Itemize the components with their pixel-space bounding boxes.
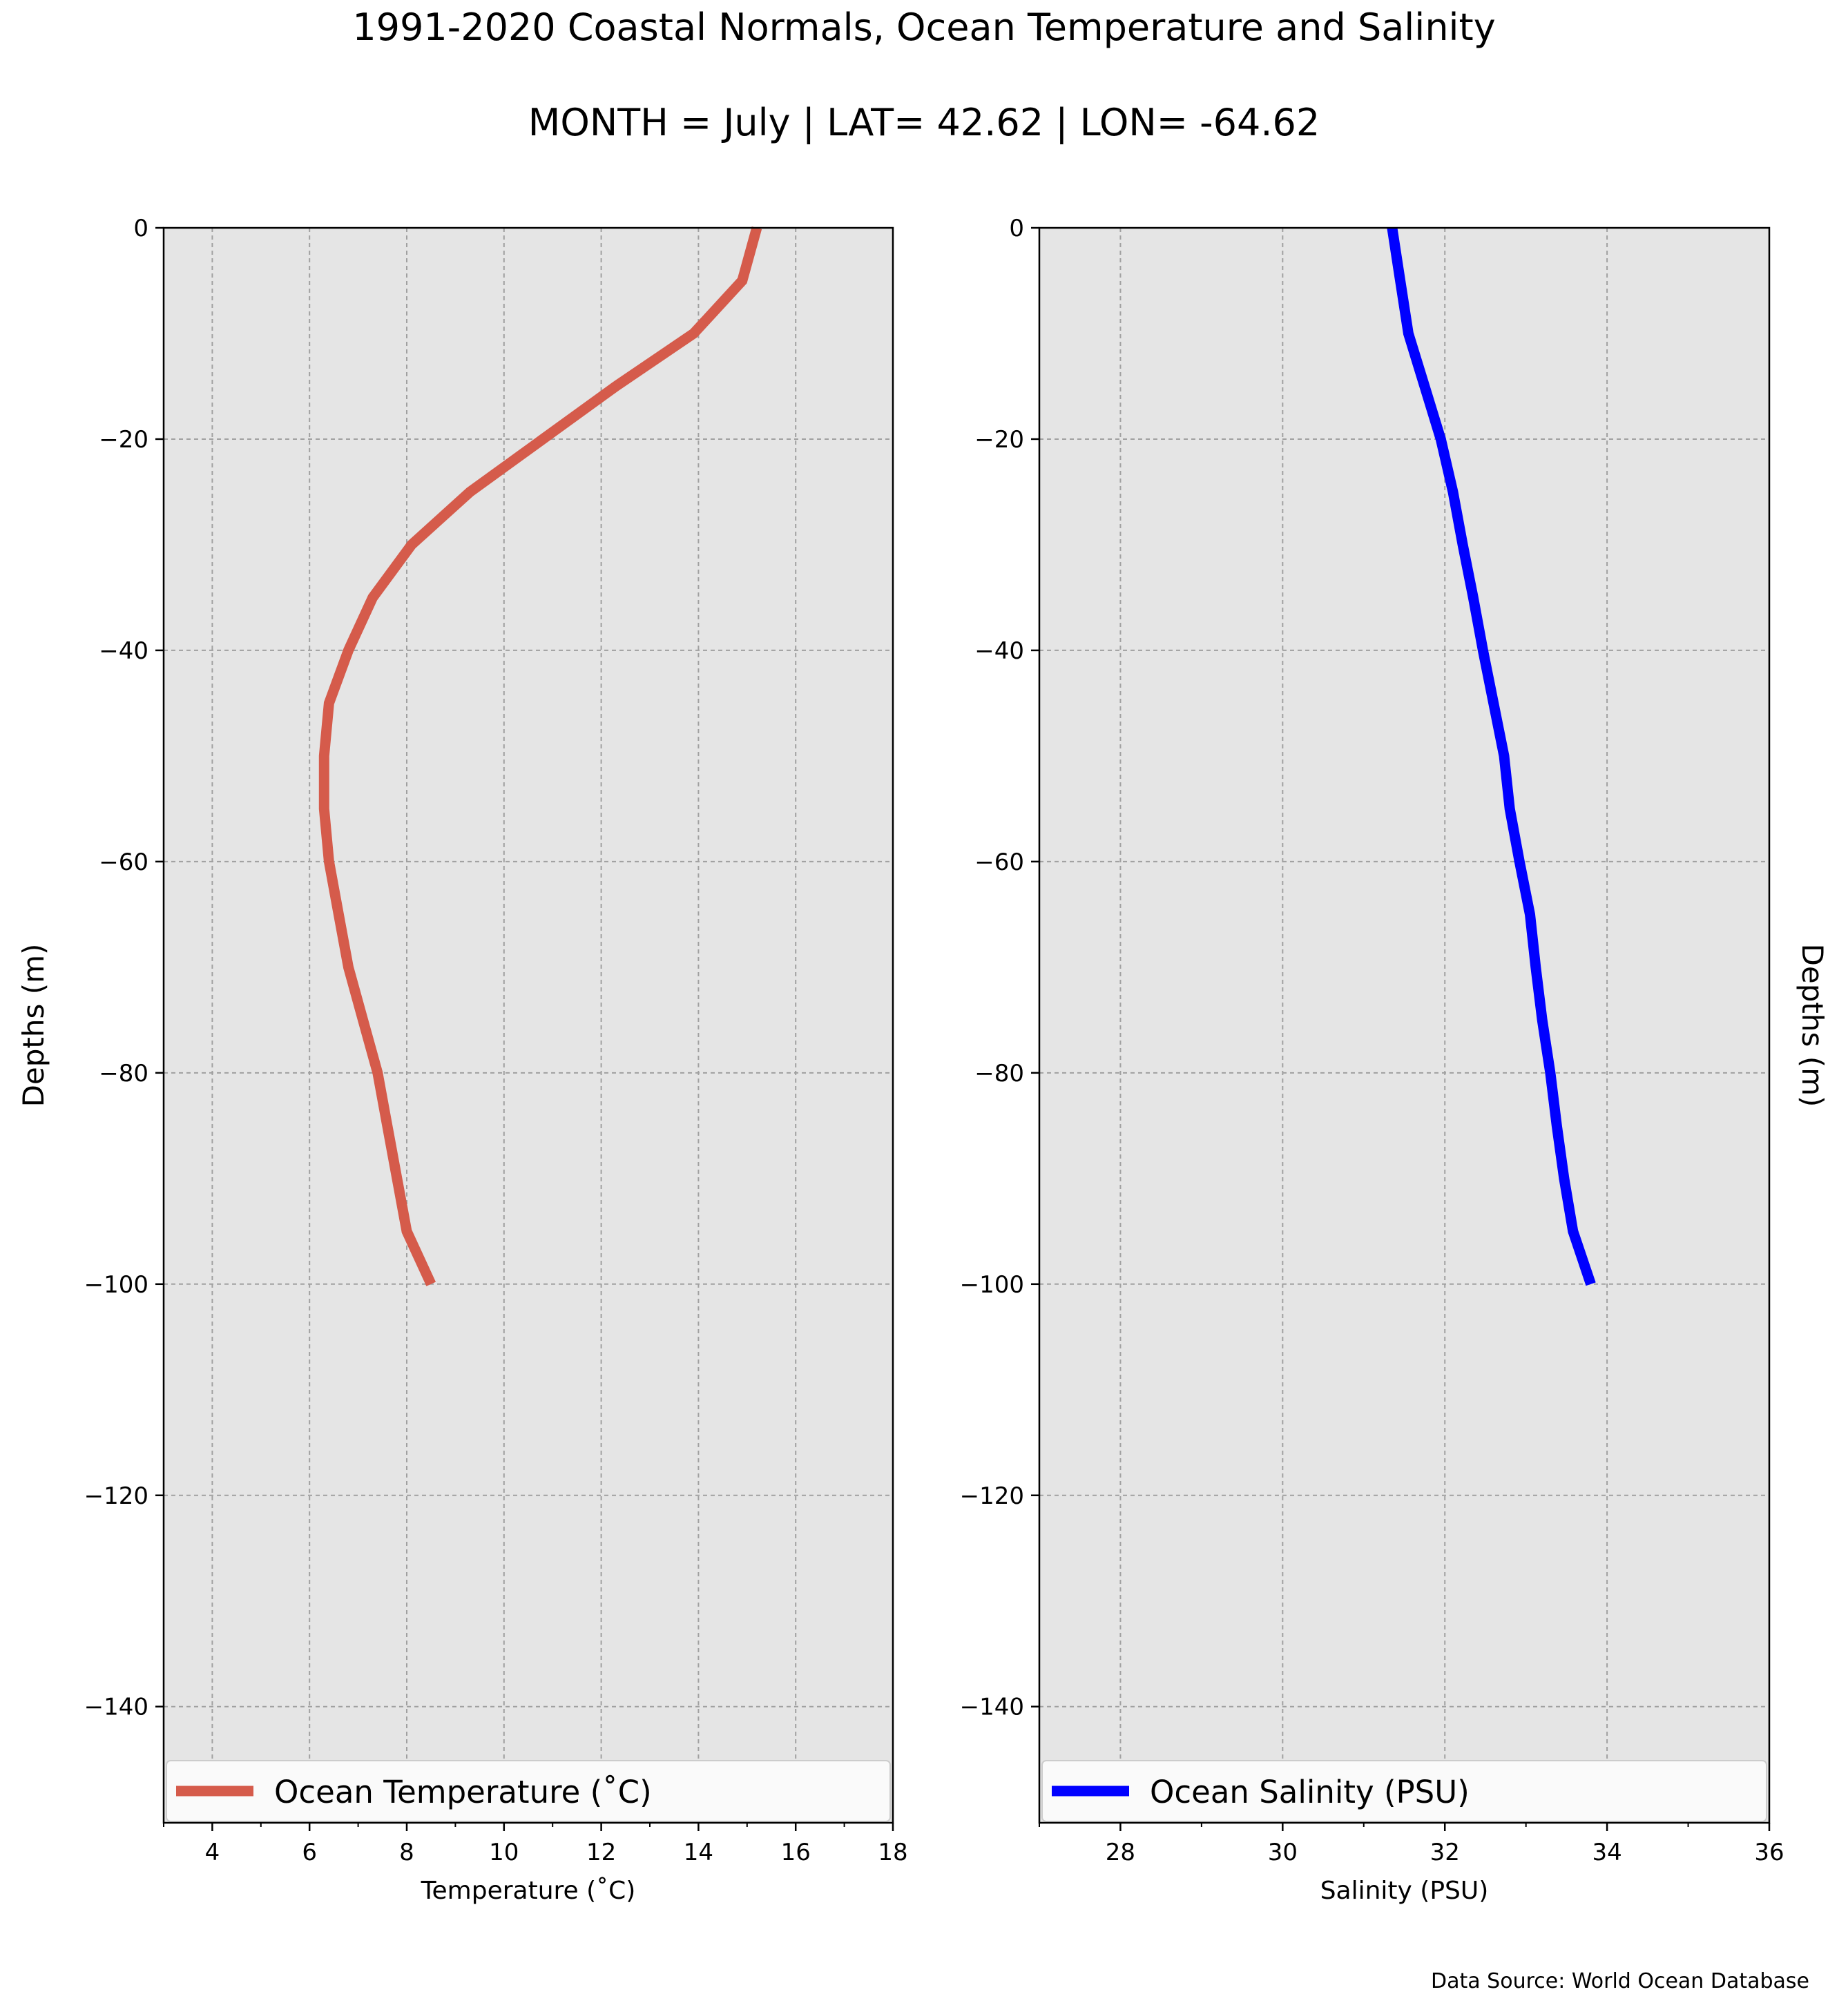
- x-tick-label: 4: [205, 1839, 220, 1866]
- x-tick-label: 6: [302, 1839, 317, 1866]
- temperature-series-line: [318, 226, 762, 1286]
- y-tick-label: −140: [84, 1694, 148, 1721]
- y-tick-label: −80: [99, 1060, 148, 1087]
- legend: Ocean Temperature (˚C): [166, 1760, 891, 1822]
- legend: Ocean Salinity (PSU): [1041, 1760, 1767, 1822]
- y-tick-label: −100: [960, 1271, 1024, 1299]
- x-tick-label: 36: [1754, 1839, 1784, 1866]
- y-tick-label: −80: [974, 1060, 1024, 1087]
- y-tick-label: −40: [99, 637, 148, 665]
- y-tick-label: −60: [99, 849, 148, 876]
- salinity-panel: Ocean Salinity (PSU) 0 −20 −40 −60 −80 −100 −12…: [960, 215, 1829, 1905]
- salinity-series-line: [1387, 226, 1596, 1286]
- y-tick-label: −120: [84, 1482, 148, 1510]
- y-tick-label: −140: [960, 1694, 1024, 1721]
- y-tick-label: −100: [84, 1271, 148, 1299]
- y-tick-label: −40: [974, 637, 1024, 665]
- x-tick-label: 10: [489, 1839, 519, 1866]
- temperature-panel: Ocean Temperature (˚C) 0 −20 −40 −60 −80 −100 −…: [17, 215, 908, 1905]
- x-tick-label: 14: [684, 1839, 713, 1866]
- plot-area: [1039, 228, 1769, 1823]
- legend-box: [166, 1760, 891, 1822]
- x-tick-label: 30: [1268, 1839, 1298, 1866]
- x-tick-label: 34: [1592, 1839, 1621, 1866]
- axes-frame: [1038, 226, 1771, 1824]
- y-tick-label: −20: [99, 426, 148, 454]
- y-axis-label: Depths (m): [1796, 944, 1829, 1107]
- source-note: Data Source: World Ocean Database: [1431, 1969, 1809, 1993]
- x-tick-label: 8: [399, 1839, 414, 1866]
- chart-title: 1991-2020 Coastal Normals, Ocean Tempera…: [352, 6, 1495, 49]
- y-axis-label: Depths (m): [17, 944, 50, 1107]
- chart-subtitle: MONTH = July | LAT= 42.62 | LON= -64.62: [528, 101, 1320, 144]
- x-tick-label: 28: [1106, 1839, 1135, 1866]
- legend-label: Ocean Temperature (˚C): [274, 1774, 652, 1810]
- y-tick-label: 0: [133, 215, 148, 242]
- legend-label: Ocean Salinity (PSU): [1150, 1774, 1470, 1810]
- axes-frame: [162, 226, 894, 1824]
- x-tick-label: 32: [1430, 1839, 1460, 1866]
- x-tick-label: 18: [878, 1839, 907, 1866]
- y-tick-label: −60: [974, 849, 1024, 876]
- y-tick-label: 0: [1009, 215, 1024, 242]
- legend-box: [1041, 1760, 1767, 1822]
- y-tick-label: −120: [960, 1482, 1024, 1510]
- x-tick-label: 16: [781, 1839, 811, 1866]
- x-axis-label: Salinity (PSU): [1320, 1877, 1489, 1905]
- x-tick-label: 12: [586, 1839, 616, 1866]
- x-axis-label: Temperature (˚C): [421, 1877, 636, 1905]
- y-tick-label: −20: [974, 426, 1024, 454]
- plot-area: [164, 228, 893, 1823]
